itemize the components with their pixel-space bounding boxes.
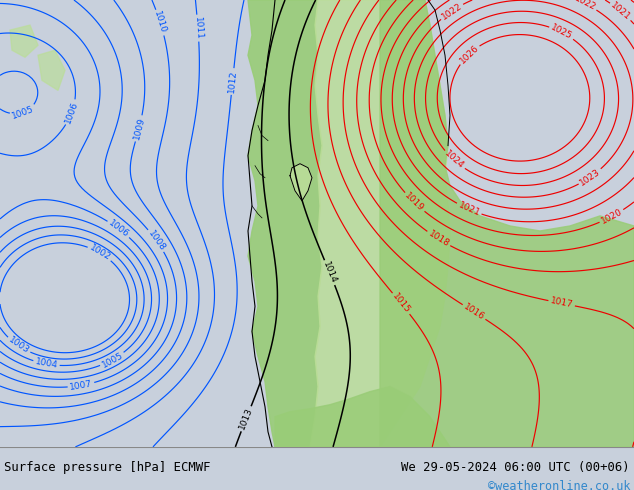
Text: 1025: 1025 [550, 23, 574, 42]
Text: 1015: 1015 [391, 292, 412, 315]
Text: 1005: 1005 [11, 104, 36, 121]
Text: We 29-05-2024 06:00 UTC (00+06): We 29-05-2024 06:00 UTC (00+06) [401, 461, 630, 474]
Text: 1007: 1007 [69, 379, 93, 392]
Polygon shape [38, 50, 65, 90]
Polygon shape [310, 0, 450, 447]
Text: ©weatheronline.co.uk: ©weatheronline.co.uk [488, 480, 630, 490]
Text: 1004: 1004 [34, 358, 58, 370]
Text: Surface pressure [hPa] ECMWF: Surface pressure [hPa] ECMWF [4, 461, 210, 474]
Text: 1002: 1002 [87, 243, 112, 263]
Text: 1003: 1003 [6, 336, 30, 356]
Polygon shape [248, 0, 322, 447]
Text: 1017: 1017 [550, 296, 574, 310]
Text: 1022: 1022 [573, 0, 597, 13]
Polygon shape [275, 387, 450, 447]
Text: 1006: 1006 [63, 100, 80, 125]
Text: 1008: 1008 [146, 228, 167, 252]
Text: 1013: 1013 [238, 406, 255, 431]
Text: 1010: 1010 [153, 10, 168, 35]
Text: 1012: 1012 [227, 70, 238, 93]
Text: 1006: 1006 [107, 219, 131, 240]
Text: 1021: 1021 [609, 0, 632, 22]
Text: 1019: 1019 [403, 191, 426, 214]
Text: 1022: 1022 [440, 1, 463, 22]
Polygon shape [380, 0, 634, 447]
Text: 1009: 1009 [132, 116, 146, 141]
Text: 1023: 1023 [578, 167, 602, 187]
Polygon shape [290, 164, 312, 201]
Text: 1024: 1024 [443, 149, 466, 171]
Text: 1020: 1020 [600, 207, 624, 226]
Text: 1018: 1018 [427, 229, 451, 249]
Text: 1011: 1011 [193, 16, 204, 40]
Text: 1005: 1005 [100, 350, 124, 369]
Text: 1026: 1026 [458, 43, 481, 66]
Text: 1021: 1021 [456, 200, 481, 218]
Text: 1016: 1016 [462, 302, 486, 322]
Text: 1014: 1014 [321, 260, 338, 285]
Polygon shape [10, 25, 38, 57]
